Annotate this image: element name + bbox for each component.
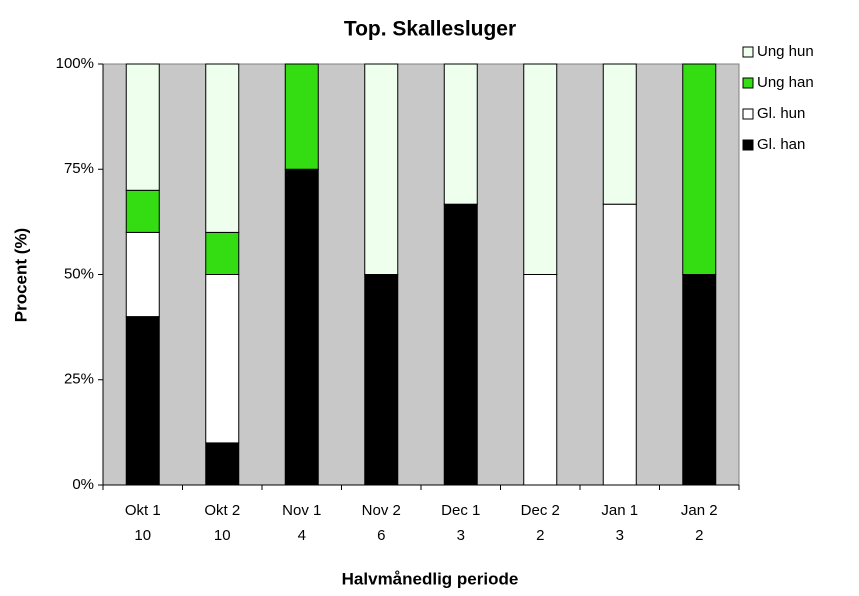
- bar-segment: [205, 442, 240, 486]
- legend-label: Ung hun: [757, 43, 814, 60]
- x-tick-label: Okt 1: [125, 502, 161, 519]
- x-tick-label: Okt 2: [204, 502, 240, 519]
- bar-segment: [284, 168, 319, 486]
- bar-segment: [682, 63, 717, 275]
- bar-segment: [125, 316, 160, 486]
- chart-title: Top. Skallesluger: [344, 18, 516, 41]
- y-tick-label: 25%: [64, 371, 94, 388]
- bar-segment: [364, 274, 399, 486]
- legend-swatch: [742, 46, 754, 58]
- x-tick-count: 4: [298, 527, 306, 544]
- bar-segment: [284, 63, 319, 170]
- x-tick-label: Dec 1: [441, 502, 480, 519]
- y-tick-label: 50%: [64, 265, 94, 282]
- bar-segment: [205, 63, 240, 233]
- bar-segment: [205, 274, 240, 444]
- legend-swatch: [742, 108, 754, 120]
- y-tick-label: 100%: [56, 55, 94, 72]
- x-tick-count: 10: [214, 527, 231, 544]
- x-tick-count: 3: [616, 527, 624, 544]
- legend-label: Gl. han: [757, 136, 805, 153]
- bar-segment: [125, 231, 160, 318]
- x-tick-label: Jan 1: [601, 502, 638, 519]
- x-tick-label: Nov 2: [362, 502, 401, 519]
- bar-segment: [443, 203, 478, 486]
- bar-segment: [602, 63, 637, 205]
- bar-segment: [602, 203, 637, 486]
- x-axis-title: Halvmånedlig periode: [342, 569, 519, 588]
- legend-label: Ung han: [757, 74, 814, 91]
- legend-swatch: [742, 77, 754, 89]
- bar-segment: [125, 63, 160, 191]
- bar-segment: [443, 63, 478, 205]
- x-tick-label: Nov 1: [282, 502, 321, 519]
- bar-segment: [205, 231, 240, 275]
- bar-segment: [523, 274, 558, 486]
- bar-segment: [364, 63, 399, 275]
- legend-swatch: [742, 139, 754, 151]
- legend-label: Gl. hun: [757, 105, 805, 122]
- plot-area: [102, 63, 740, 486]
- bar-segment: [682, 274, 717, 486]
- x-tick-count: 10: [134, 527, 151, 544]
- y-tick-label: 75%: [64, 160, 94, 177]
- x-tick-count: 2: [536, 527, 544, 544]
- y-axis-title: Procent (%): [11, 228, 30, 322]
- y-tick-label: 0%: [72, 476, 94, 493]
- x-tick-label: Dec 2: [521, 502, 560, 519]
- x-tick-count: 2: [695, 527, 703, 544]
- bar-segment: [125, 189, 160, 233]
- x-tick-count: 6: [377, 527, 385, 544]
- bar-segment: [523, 63, 558, 275]
- x-tick-label: Jan 2: [681, 502, 718, 519]
- x-tick-count: 3: [457, 527, 465, 544]
